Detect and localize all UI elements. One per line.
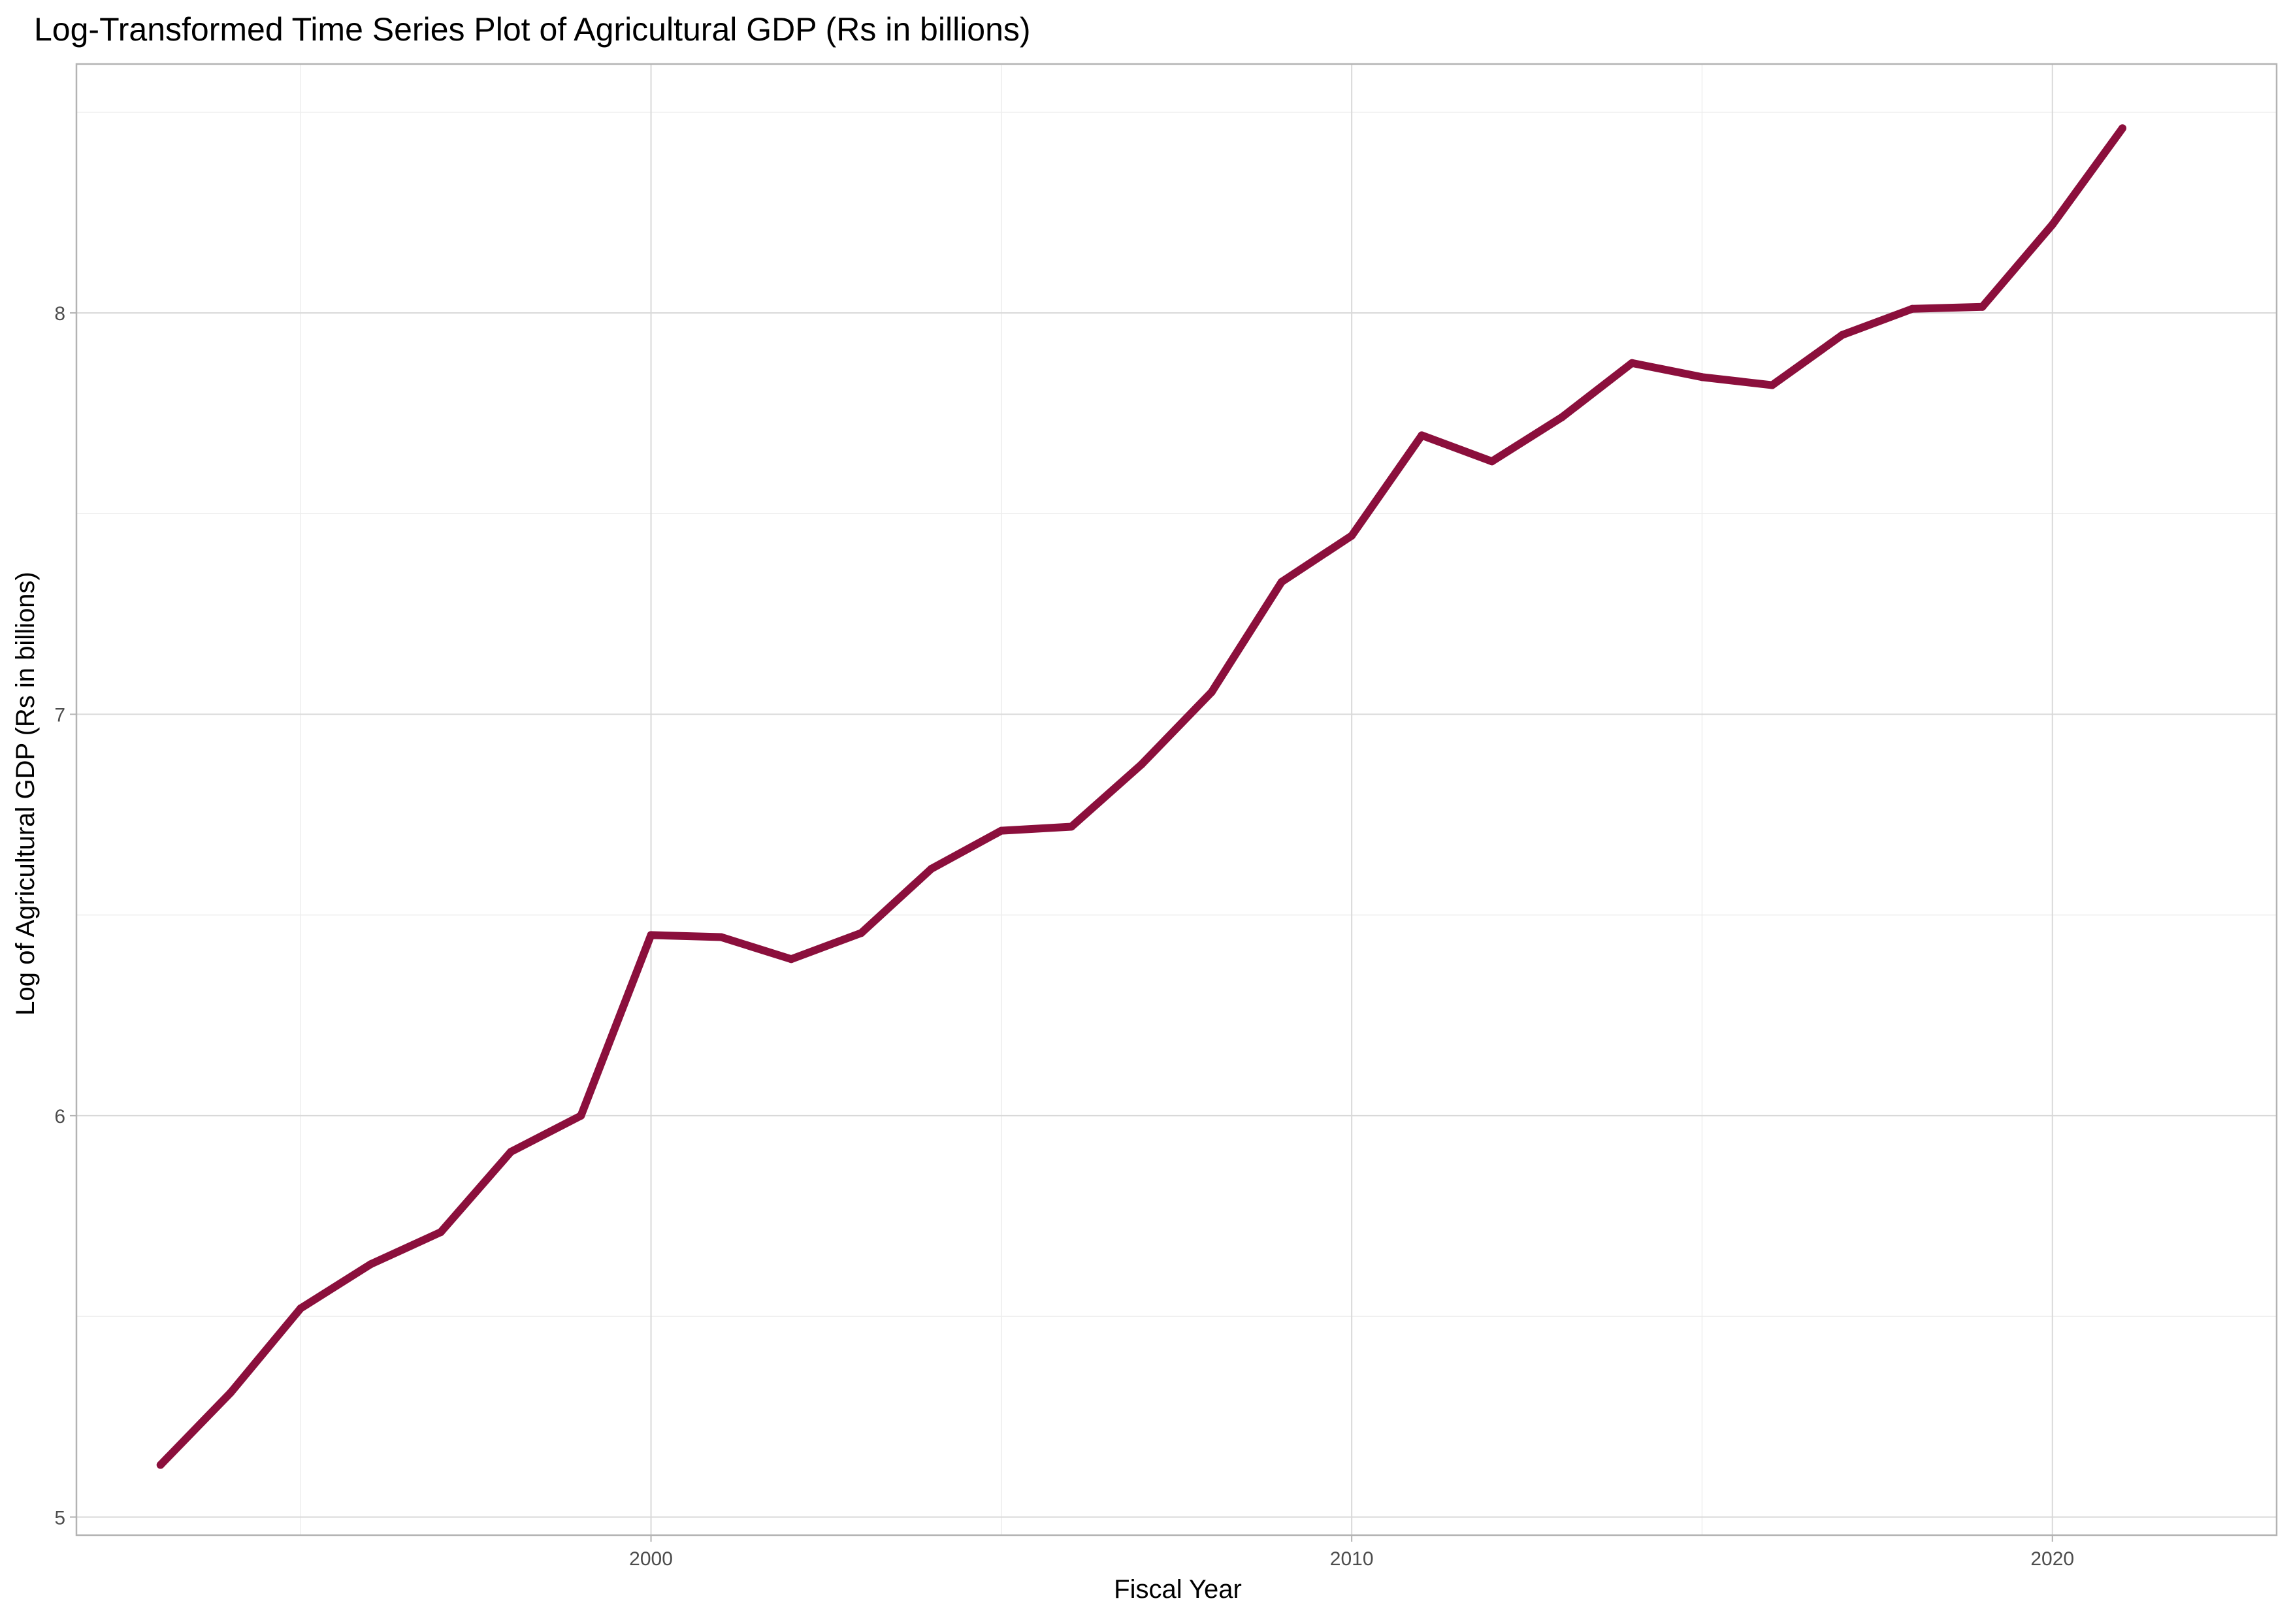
grid-layer bbox=[76, 64, 2277, 1535]
data-point bbox=[1908, 304, 1917, 313]
y-tick-label: 7 bbox=[54, 704, 65, 726]
data-point bbox=[717, 933, 725, 941]
data-point bbox=[1698, 373, 1706, 382]
data-point bbox=[507, 1148, 515, 1156]
tick-layer: 2000 2010 2020 5 6 7 8 bbox=[54, 303, 2074, 1570]
x-tick-label: 2010 bbox=[1330, 1548, 1374, 1570]
data-point bbox=[156, 1461, 165, 1469]
y-tick-label: 5 bbox=[54, 1507, 65, 1529]
data-point bbox=[227, 1388, 235, 1397]
data-point bbox=[1348, 532, 1356, 540]
data-point bbox=[1207, 688, 1216, 696]
y-tick-label: 6 bbox=[54, 1106, 65, 1128]
label-layer: Log-Transformed Time Series Plot of Agri… bbox=[11, 11, 1242, 1604]
data-point bbox=[366, 1260, 375, 1269]
data-point bbox=[1137, 760, 1146, 769]
series-layer bbox=[156, 124, 2126, 1469]
y-axis-title: Log of Agricultural GDP (Rs in billions) bbox=[11, 572, 40, 1016]
chart-title: Log-Transformed Time Series Plot of Agri… bbox=[34, 11, 1031, 48]
x-axis-title: Fiscal Year bbox=[1114, 1575, 1242, 1604]
data-point bbox=[1768, 381, 1776, 389]
data-point bbox=[436, 1228, 445, 1237]
data-point bbox=[927, 865, 935, 873]
data-point bbox=[647, 931, 655, 939]
plot-panel-border bbox=[75, 63, 2278, 1536]
data-point bbox=[997, 826, 1005, 835]
x-tick-label: 2000 bbox=[629, 1548, 673, 1570]
data-point bbox=[2048, 220, 2056, 229]
data-point bbox=[1838, 331, 1846, 339]
data-point bbox=[1557, 413, 1566, 421]
y-tick-label: 8 bbox=[54, 303, 65, 325]
data-point bbox=[297, 1304, 305, 1312]
data-point bbox=[1487, 457, 1496, 466]
data-point bbox=[787, 955, 796, 964]
data-point bbox=[857, 929, 866, 937]
series-line bbox=[157, 125, 2126, 1468]
data-point bbox=[577, 1111, 585, 1120]
data-point bbox=[1067, 822, 1076, 831]
data-point bbox=[1418, 431, 1426, 440]
data-point bbox=[2119, 124, 2126, 133]
data-point bbox=[1628, 359, 1636, 367]
data-point bbox=[1277, 577, 1286, 586]
data-point bbox=[1978, 302, 1987, 311]
x-tick-label: 2020 bbox=[2030, 1548, 2074, 1570]
